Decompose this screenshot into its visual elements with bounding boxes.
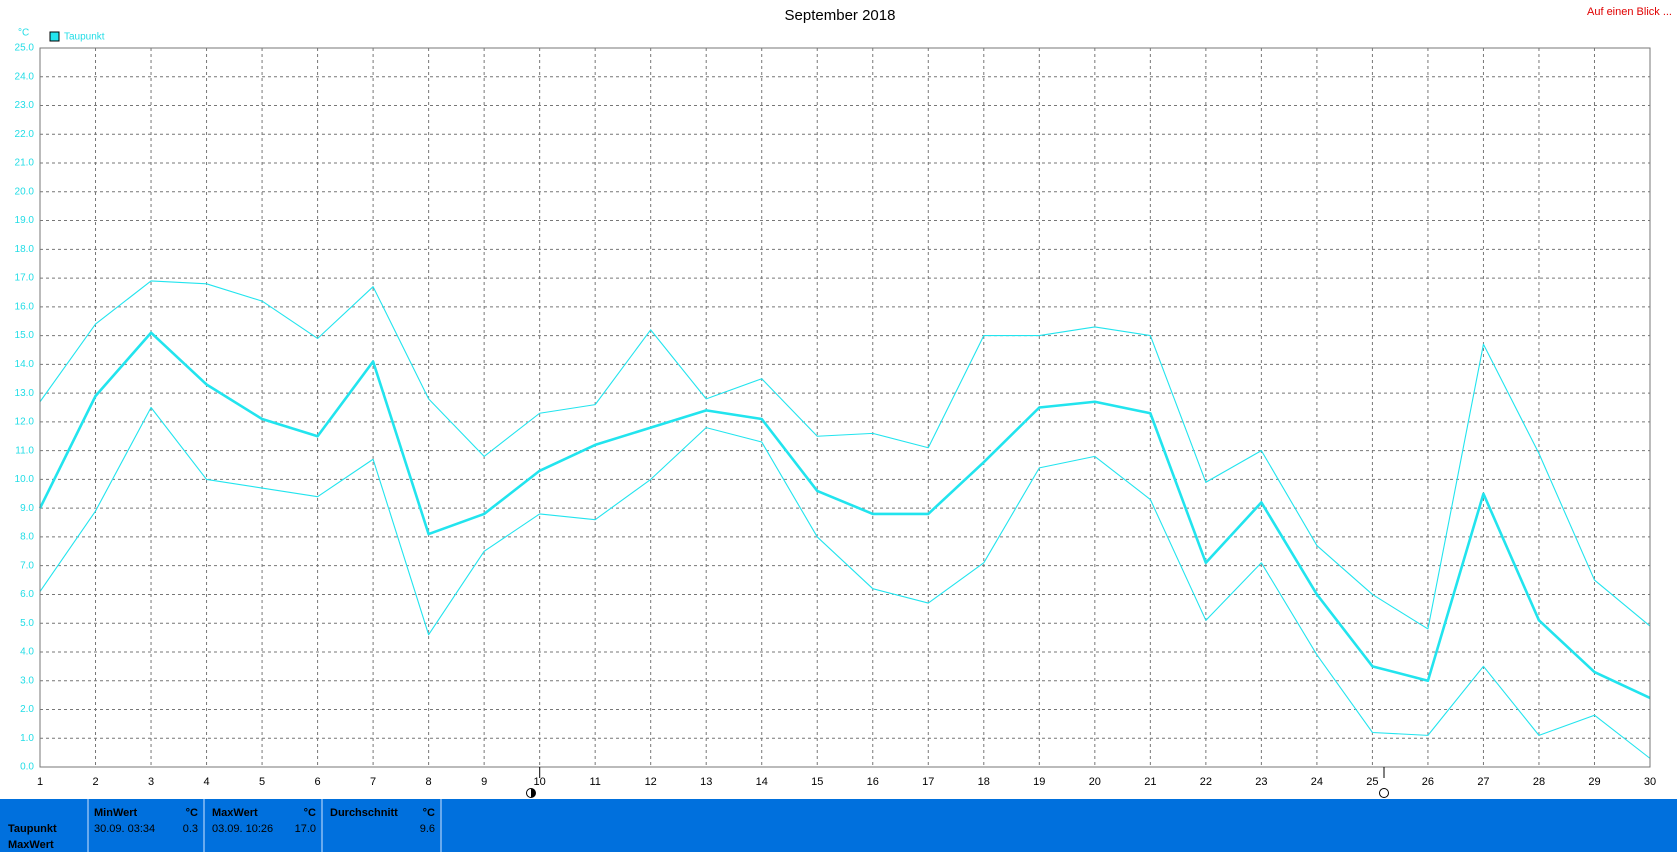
x-tick-label: 26 xyxy=(1422,776,1434,788)
legend-swatch xyxy=(49,31,60,42)
y-tick-label: 7.0 xyxy=(20,560,34,571)
y-tick-label: 25.0 xyxy=(15,43,35,54)
x-tick-label: 9 xyxy=(481,776,487,788)
col-value: 9.6 xyxy=(420,823,435,835)
x-tick-label: 11 xyxy=(589,776,600,788)
stats-panel xyxy=(0,799,1677,852)
y-tick-label: 0.0 xyxy=(20,762,34,773)
y-tick-label: 20.0 xyxy=(15,186,35,197)
data-line xyxy=(38,331,1651,700)
legend-label: Taupunkt xyxy=(64,32,105,43)
y-unit: °C xyxy=(18,28,29,39)
x-tick-label: 27 xyxy=(1477,776,1489,788)
y-tick-label: 3.0 xyxy=(20,675,34,686)
x-tick-label: 21 xyxy=(1144,776,1156,788)
col-header: Durchschnitt xyxy=(330,807,398,819)
x-tick-label: 20 xyxy=(1089,776,1101,788)
x-tick-label: 29 xyxy=(1588,776,1600,788)
y-tick-label: 12.0 xyxy=(15,417,35,428)
x-tick-label: 18 xyxy=(978,776,990,788)
y-tick-label: 9.0 xyxy=(20,503,34,514)
y-tick-label: 10.0 xyxy=(15,474,35,485)
col-value: 17.0 xyxy=(295,823,316,835)
y-tick-label: 21.0 xyxy=(15,158,35,169)
y-tick-label: 22.0 xyxy=(15,129,35,140)
x-tick-label: 13 xyxy=(700,776,712,788)
col-time: 03.09. 10:26 xyxy=(212,823,273,835)
x-tick-label: 15 xyxy=(811,776,823,788)
x-tick-label: 16 xyxy=(867,776,879,788)
x-tick-label: 2 xyxy=(92,776,98,788)
col-header: MinWert xyxy=(94,807,138,819)
x-tick-label: 6 xyxy=(315,776,321,788)
y-tick-label: 16.0 xyxy=(15,301,35,312)
x-tick-label: 5 xyxy=(259,776,265,788)
col-header: MaxWert xyxy=(212,807,258,819)
y-tick-label: 13.0 xyxy=(15,388,35,399)
x-tick-label: 24 xyxy=(1311,776,1323,788)
y-tick-label: 5.0 xyxy=(20,618,34,629)
y-tick-label: 8.0 xyxy=(20,532,34,543)
col-unit: °C xyxy=(423,807,435,819)
x-tick-label: 12 xyxy=(645,776,657,788)
y-tick-label: 6.0 xyxy=(20,589,34,600)
row-label: MaxWert xyxy=(8,839,54,851)
x-tick-label: 1 xyxy=(37,776,43,788)
row-label: Taupunkt xyxy=(8,823,57,835)
col-unit: °C xyxy=(304,807,316,819)
x-tick-label: 14 xyxy=(756,776,768,788)
x-tick-label: 30 xyxy=(1644,776,1656,788)
y-tick-label: 18.0 xyxy=(15,244,35,255)
y-tick-label: 17.0 xyxy=(15,273,35,284)
col-time: 30.09. 03:34 xyxy=(94,823,155,835)
x-tick-label: 8 xyxy=(426,776,432,788)
overview-link[interactable]: Auf einen Blick ... xyxy=(1587,6,1672,18)
data-line xyxy=(39,406,1651,759)
x-tick-label: 25 xyxy=(1366,776,1378,788)
col-unit: °C xyxy=(186,807,198,819)
y-tick-label: 14.0 xyxy=(15,359,35,370)
y-tick-label: 23.0 xyxy=(15,100,35,111)
plot-frame xyxy=(39,47,1651,768)
x-tick-label: 4 xyxy=(203,776,209,788)
y-tick-label: 15.0 xyxy=(15,330,35,341)
y-tick-label: 11.0 xyxy=(15,445,34,456)
chart-title: September 2018 xyxy=(785,7,896,24)
x-tick-label: 28 xyxy=(1533,776,1545,788)
col-value: 0.3 xyxy=(183,823,198,835)
x-tick-label: 23 xyxy=(1255,776,1267,788)
y-tick-label: 2.0 xyxy=(20,704,34,715)
x-tick-label: 3 xyxy=(148,776,154,788)
y-tick-label: 19.0 xyxy=(15,215,35,226)
y-tick-label: 4.0 xyxy=(20,647,34,658)
x-tick-label: 10 xyxy=(534,776,546,788)
x-tick-label: 17 xyxy=(922,776,934,788)
x-tick-label: 7 xyxy=(370,776,376,788)
moon-icon xyxy=(1379,788,1389,798)
moon-icon xyxy=(531,788,536,798)
x-tick-label: 22 xyxy=(1200,776,1212,788)
y-tick-label: 24.0 xyxy=(15,71,35,82)
x-tick-label: 19 xyxy=(1033,776,1045,788)
y-tick-label: 1.0 xyxy=(20,733,34,744)
data-line xyxy=(39,280,1651,630)
